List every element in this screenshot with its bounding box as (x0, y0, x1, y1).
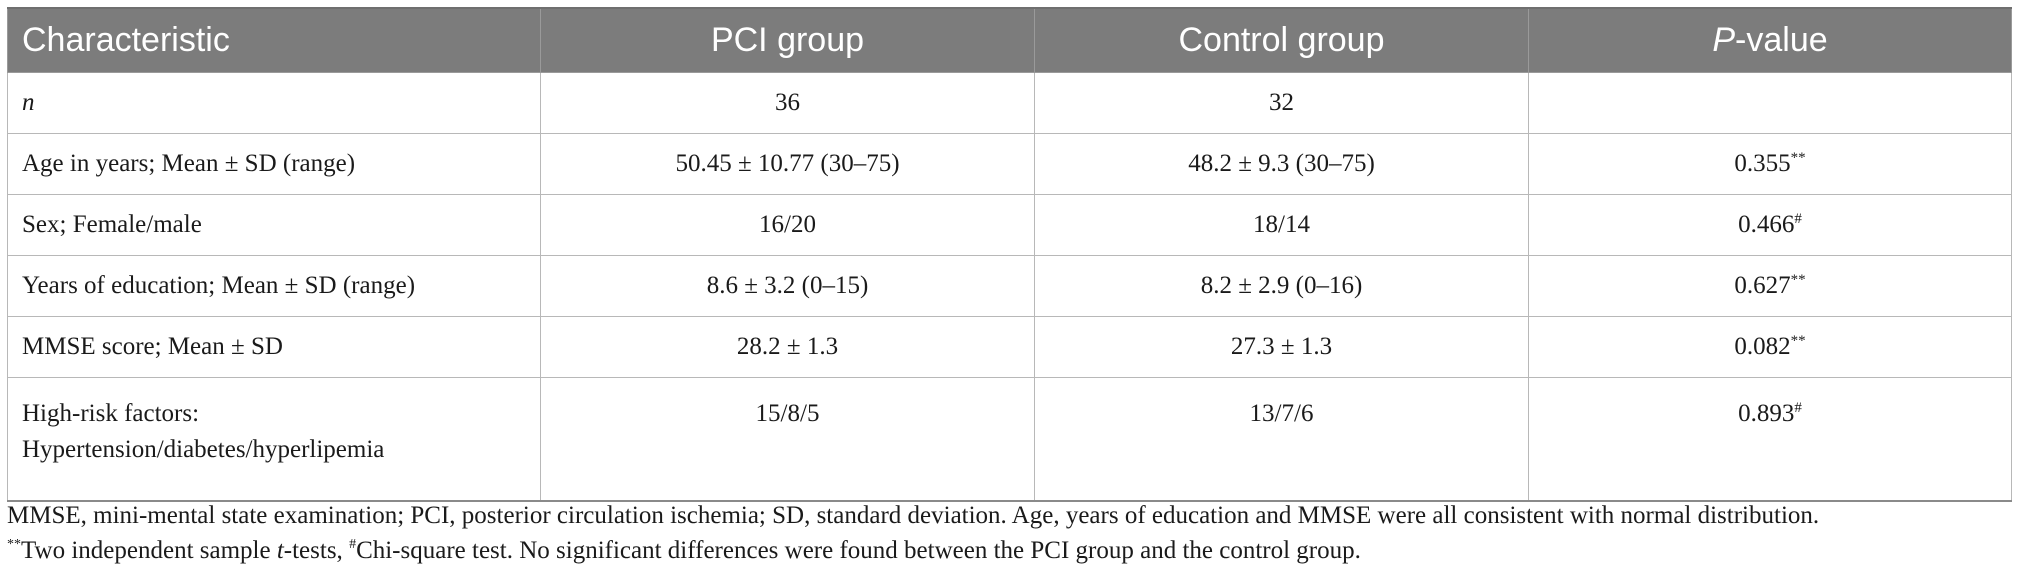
p-value (1528, 72, 2012, 134)
row-label: Years of education; Mean ± SD (range) (7, 255, 541, 317)
footnote-abbreviations: MMSE, mini-mental state examination; PCI… (7, 502, 1820, 529)
table-row: n 36 32 (7, 72, 2012, 134)
p-mark: # (1794, 400, 1802, 416)
p-mark: ** (1790, 333, 1806, 349)
header-row: Characteristic PCI group Control group P… (7, 7, 2012, 73)
footnote-text-2: -tests, (283, 537, 350, 564)
header-p-value: P-value (1528, 7, 2012, 73)
control-value: 27.3 ± 1.3 (1034, 316, 1529, 378)
footnote-text-1: Two independent sample (21, 537, 277, 564)
footnote-tests: **Two independent sample t-tests, #Chi-s… (7, 535, 2011, 567)
p-value: 0.355** (1528, 133, 2012, 195)
table-row: High-risk factors: Hypertension/diabetes/… (7, 377, 2012, 502)
footnote-t: t (276, 537, 284, 564)
header-characteristic: Characteristic (7, 7, 541, 73)
p-value: 0.893# (1528, 377, 2012, 502)
control-value: 32 (1034, 72, 1529, 134)
row-label: n (7, 72, 541, 134)
p-mark: ** (1790, 272, 1806, 288)
header-p-italic: P (1712, 21, 1736, 59)
row-label-line2: Hypertension/diabetes/hyperlipemia (22, 436, 385, 463)
header-control-group: Control group (1034, 7, 1529, 73)
p-mark: # (1794, 211, 1802, 227)
footnote-text-3: Chi-square test. No significant differen… (356, 537, 1361, 564)
table-row: Years of education; Mean ± SD (range) 8.… (7, 255, 2012, 317)
pci-value: 15/8/5 (540, 377, 1035, 502)
p-number: 0.893 (1738, 400, 1795, 427)
row-label: High-risk factors: Hypertension/diabetes/… (7, 377, 541, 502)
control-value: 8.2 ± 2.9 (0–16) (1034, 255, 1529, 317)
footnote-mark-double-star: ** (7, 537, 21, 552)
row-label: Age in years; Mean ± SD (range) (7, 133, 541, 195)
pci-value: 8.6 ± 3.2 (0–15) (540, 255, 1035, 317)
p-value: 0.627** (1528, 255, 2012, 317)
pci-value: 16/20 (540, 194, 1035, 256)
row-label: MMSE score; Mean ± SD (7, 316, 541, 378)
p-value: 0.082** (1528, 316, 2012, 378)
p-mark: ** (1790, 150, 1806, 166)
pci-value: 28.2 ± 1.3 (540, 316, 1035, 378)
p-value: 0.466# (1528, 194, 2012, 256)
row-label-line1: High-risk factors: (22, 400, 200, 427)
p-number: 0.466 (1738, 211, 1795, 238)
control-value: 18/14 (1034, 194, 1529, 256)
p-number: 0.627 (1734, 272, 1791, 299)
p-number: 0.355 (1734, 150, 1791, 177)
pci-value: 36 (540, 72, 1035, 134)
characteristics-table: Characteristic PCI group Control group P… (7, 7, 2012, 502)
p-number: 0.082 (1734, 333, 1791, 360)
header-p-rest: -value (1735, 21, 1828, 59)
row-label: Sex; Female/male (7, 194, 541, 256)
table-row: Age in years; Mean ± SD (range) 50.45 ± … (7, 133, 2012, 195)
pci-value: 50.45 ± 10.77 (30–75) (540, 133, 1035, 195)
control-value: 48.2 ± 9.3 (30–75) (1034, 133, 1529, 195)
footnote-mark-hash: # (349, 537, 357, 552)
header-pci-group: PCI group (540, 7, 1035, 73)
table-row: MMSE score; Mean ± SD 28.2 ± 1.3 27.3 ± … (7, 316, 2012, 378)
control-value: 13/7/6 (1034, 377, 1529, 502)
table-row: Sex; Female/male 16/20 18/14 0.466# (7, 194, 2012, 256)
